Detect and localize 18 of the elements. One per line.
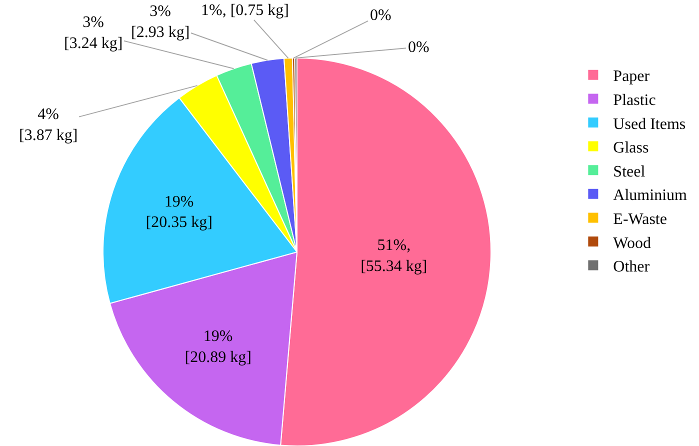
legend-label: Other: [613, 258, 650, 276]
data-label: 3% [2.93 kg]: [131, 3, 190, 41]
legend-label: Paper: [613, 68, 650, 86]
data-label: 4% [3.87 kg]: [19, 106, 78, 144]
legend-label: Wood: [613, 234, 652, 252]
legend-label: Used Items: [613, 116, 686, 133]
data-label: 19% [20.89 kg]: [184, 328, 252, 366]
data-label: 1%, [0.75 kg]: [201, 2, 289, 19]
data-label: 0%: [370, 7, 392, 24]
legend-label: Plastic: [613, 92, 656, 109]
legend-label: Steel: [613, 163, 646, 180]
data-label: 19% [20.35 kg]: [146, 193, 212, 232]
legend-label: Glass: [613, 140, 649, 157]
data-label: 3% [3.24 kg]: [64, 14, 123, 52]
legend-label: E-Waste: [613, 210, 667, 228]
legend-label: Aluminium: [613, 187, 688, 204]
data-label: 0%: [408, 39, 430, 56]
data-label: 51%, [55.34 kg]: [360, 237, 428, 276]
